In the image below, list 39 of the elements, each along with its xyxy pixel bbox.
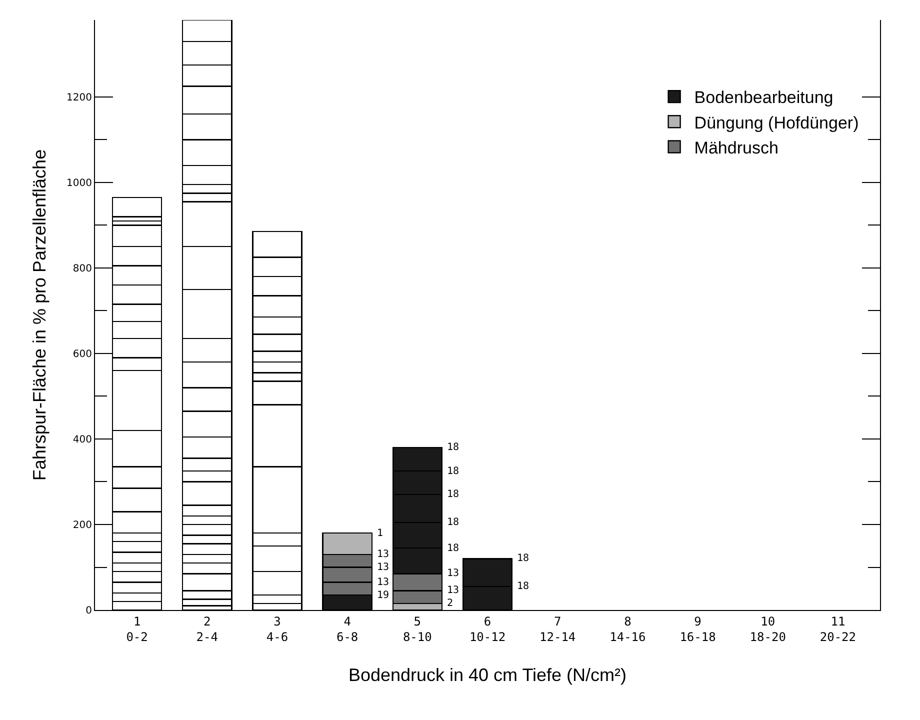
annotation: 18 xyxy=(447,442,460,453)
annotation: 13 xyxy=(377,562,390,573)
annotation: 18 xyxy=(447,543,460,554)
y-tick-label: 200 xyxy=(72,520,92,531)
x-tick-label: 10 18-20 xyxy=(750,614,786,644)
x-tick-label: 5 8-10 xyxy=(402,614,432,644)
y-tick-label: 400 xyxy=(72,434,92,446)
y-axis-title: Fahrspur-Fläche in % pro Parzellenfläche xyxy=(30,149,50,481)
annotation: 18 xyxy=(517,581,530,592)
annotation: 2 xyxy=(447,598,454,609)
y-tick-label: 1200 xyxy=(66,92,92,104)
annotation: 18 xyxy=(447,489,460,500)
y-tick-label: 800 xyxy=(72,263,92,274)
x-tick-label: 11 20-22 xyxy=(820,614,856,644)
legend-label: Düngung (Hofdünger) xyxy=(694,113,859,132)
annotation: 13 xyxy=(447,568,460,579)
x-tick-label: 1 0-2 xyxy=(126,614,148,644)
y-tick-label: 0 xyxy=(86,606,92,616)
x-tick-label: 3 4-6 xyxy=(266,614,288,644)
annotation: 1 xyxy=(377,528,384,539)
annotation: 13 xyxy=(377,577,390,588)
y-tick-label: 1000 xyxy=(66,178,92,189)
x-tick-label: 7 12-14 xyxy=(540,614,576,644)
x-tick-label: 9 16-18 xyxy=(680,614,716,644)
annotation: 13 xyxy=(377,549,390,560)
annotation: 18 xyxy=(447,466,460,477)
legend-label: Mähdrusch xyxy=(694,138,778,158)
annotation: 18 xyxy=(447,517,460,528)
annotation: 13 xyxy=(447,585,460,596)
x-tick-label: 4 6-8 xyxy=(336,614,358,644)
x-tick-label: 2 2-4 xyxy=(196,614,218,644)
x-axis-title: Bodendruck in 40 cm Tiefe (N/cm²) xyxy=(348,665,627,686)
y-tick-label: 600 xyxy=(72,348,92,360)
bar xyxy=(112,196,162,218)
annotation: 18 xyxy=(517,553,530,564)
x-tick-label: 8 14-16 xyxy=(610,614,646,644)
x-tick-label: 6 10-12 xyxy=(469,614,506,644)
annotation: 19 xyxy=(377,590,390,601)
legend-label: Bodenbearbeitung xyxy=(694,88,834,108)
